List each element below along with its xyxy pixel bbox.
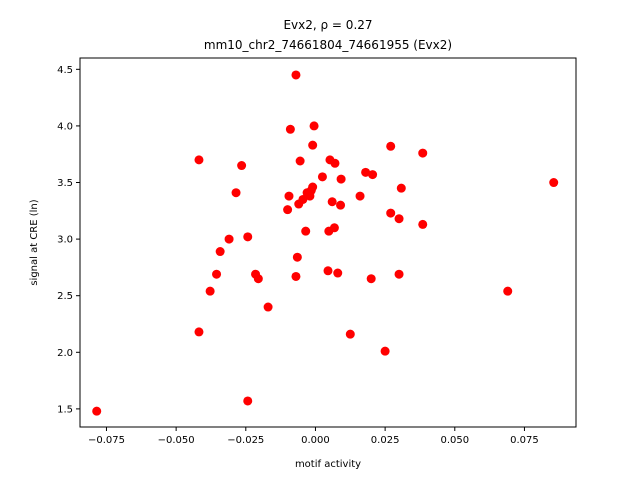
data-point-16 [285,124,295,134]
data-point-8 [231,188,241,198]
data-point-48 [394,269,404,279]
data-points [92,70,559,416]
data-point-27 [308,182,318,192]
data-point-22 [298,194,308,204]
data-point-4 [212,269,222,279]
x-axis-label: motif activity [295,459,361,470]
y-tick-label: 2.5 [57,291,73,302]
data-point-47 [386,141,396,151]
data-point-13 [263,302,273,312]
data-point-23 [301,226,311,236]
data-point-37 [333,268,343,278]
data-point-5 [215,247,225,257]
data-point-46 [386,208,396,218]
x-tick-label: −0.075 [88,435,125,446]
data-point-15 [284,191,294,201]
data-point-19 [292,252,302,262]
data-point-29 [309,121,319,131]
data-point-0 [92,406,102,416]
data-point-36 [330,158,340,168]
data-point-35 [329,223,339,233]
y-tick-label: 3.0 [57,235,73,246]
chart-title-line-2: mm10_chr2_74661804_74661955 (Evx2) [204,38,452,52]
data-point-50 [396,183,406,193]
x-tick-label: 0.075 [510,435,539,446]
data-point-14 [283,205,293,215]
data-point-1 [243,396,253,406]
data-point-10 [243,232,253,242]
y-axis-label: signal at CRE (ln) [29,199,40,285]
data-point-17 [291,70,301,80]
x-tick-label: 0.025 [371,435,400,446]
data-point-52 [418,148,428,158]
x-axis-ticks: −0.075 −0.050 −0.025 0.000 0.025 0.050 0.075 [88,427,539,446]
data-point-3 [205,286,215,296]
data-point-54 [549,178,559,188]
x-tick-label: −0.025 [227,435,264,446]
x-tick-label: −0.050 [158,435,195,446]
data-point-31 [323,266,333,276]
data-point-38 [336,200,346,210]
data-point-28 [308,140,318,150]
y-tick-label: 2.0 [57,348,73,359]
data-point-45 [380,346,390,356]
plot-area-frame [79,57,577,428]
y-tick-label: 1.5 [57,404,73,415]
data-point-34 [327,197,337,207]
data-point-9 [237,161,247,171]
data-point-44 [368,170,378,180]
data-point-2 [194,327,204,337]
data-point-6 [224,234,234,244]
data-point-18 [291,271,301,281]
data-point-40 [345,329,355,339]
chart-title-line-1: Evx2, ρ = 0.27 [283,18,372,32]
y-tick-label: 3.5 [57,178,73,189]
x-tick-label: 0.000 [301,435,330,446]
x-tick-label: 0.050 [440,435,469,446]
data-point-7 [194,155,204,165]
y-tick-label: 4.0 [57,121,73,132]
data-point-42 [361,167,371,177]
data-point-49 [394,214,404,224]
y-axis-ticks: 1.5 2.0 2.5 3.0 3.5 4.0 4.5 [57,65,80,415]
data-point-41 [355,191,365,201]
data-point-12 [253,274,263,284]
data-point-51 [418,219,428,229]
y-tick-label: 4.5 [57,65,73,76]
data-point-21 [295,156,305,166]
data-point-30 [317,172,327,182]
data-point-39 [336,174,346,184]
data-point-53 [503,286,513,296]
data-point-43 [366,274,376,284]
